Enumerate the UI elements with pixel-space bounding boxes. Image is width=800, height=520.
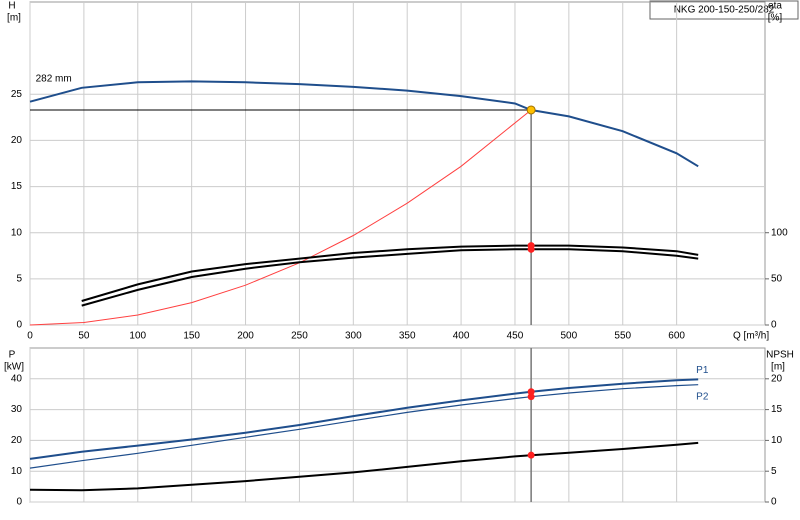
y-tick-label: 20 xyxy=(11,135,23,146)
chart-title: NKG 200-150-250/282 xyxy=(674,5,775,16)
y2-tick-label: 10 xyxy=(771,435,783,446)
duty-point xyxy=(526,105,536,115)
x-tick-label: 0 xyxy=(27,331,33,342)
curve xyxy=(29,441,699,492)
x-tick-label: 550 xyxy=(614,331,631,342)
y2-label: eta xyxy=(768,1,782,12)
y-tick-label: 20 xyxy=(11,435,23,446)
y2-tick-label: 20 xyxy=(771,373,783,384)
x-tick-label: 100 xyxy=(129,331,146,342)
curve xyxy=(29,378,699,460)
x-tick-label: 200 xyxy=(237,331,254,342)
y2-tick-label: 100 xyxy=(771,227,788,238)
title-box xyxy=(649,0,799,20)
x-tick-label: 50 xyxy=(78,331,90,342)
curve xyxy=(29,109,532,326)
y2-tick-label: 0 xyxy=(771,320,777,331)
x-tick-label: 150 xyxy=(183,331,200,342)
y2-unit: [%] xyxy=(768,13,783,24)
y2-tick-label: 50 xyxy=(771,273,783,284)
y2-tick-label: 0 xyxy=(771,497,777,508)
y-tick-label: 10 xyxy=(11,227,23,238)
plot-frame xyxy=(29,347,766,503)
y-unit: [m] xyxy=(7,13,21,24)
x-tick-label: 500 xyxy=(561,331,578,342)
y-tick-label: 10 xyxy=(11,466,23,477)
curve-marker xyxy=(527,451,535,459)
plot-frame xyxy=(29,1,766,326)
curve-marker xyxy=(527,245,535,253)
y2-tick-label: 5 xyxy=(771,466,777,477)
y-tick-label: 15 xyxy=(11,181,23,192)
x-tick-label: 350 xyxy=(399,331,416,342)
y-tick-label: 0 xyxy=(16,320,22,331)
y-tick-label: 25 xyxy=(11,89,23,100)
y-tick-label: 40 xyxy=(11,373,23,384)
y-tick-label: 30 xyxy=(11,404,23,415)
curve-label: P1 xyxy=(696,365,709,376)
curve-label: P2 xyxy=(696,391,709,402)
curve-marker xyxy=(527,393,535,401)
y2-tick-label: 15 xyxy=(771,404,783,415)
x-tick-label: 450 xyxy=(507,331,524,342)
curve xyxy=(29,384,699,469)
y2-unit: [m] xyxy=(771,362,785,373)
x-tick-label: 600 xyxy=(668,331,685,342)
curve xyxy=(81,244,699,302)
y-label: H xyxy=(8,1,15,12)
x-tick-label: 300 xyxy=(345,331,362,342)
y-label: P xyxy=(9,350,16,361)
x-tick-label: 400 xyxy=(453,331,470,342)
curve-marker xyxy=(527,388,535,396)
x-tick-label: 250 xyxy=(291,331,308,342)
curve xyxy=(81,248,699,307)
y-tick-label: 5 xyxy=(16,273,22,284)
y-tick-label: 0 xyxy=(16,497,22,508)
curve xyxy=(29,80,699,168)
curve-label: 282 mm xyxy=(36,73,72,84)
y2-label: NPSH xyxy=(766,350,794,361)
y-unit: [kW] xyxy=(4,362,24,373)
x-label: Q [m³/h] xyxy=(733,331,769,342)
